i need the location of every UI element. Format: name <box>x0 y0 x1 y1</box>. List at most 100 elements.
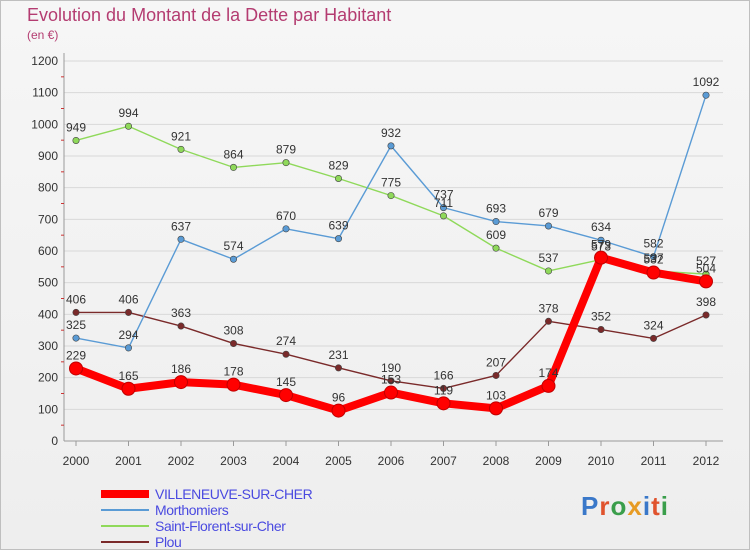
data-label: 378 <box>538 301 558 315</box>
axis-layer: 0 100 200 300 400 500 600 700 800 900 1000 1100 1200… <box>31 53 723 468</box>
x-tick-label: 2003 <box>220 454 247 468</box>
data-point <box>594 250 608 265</box>
data-point <box>597 326 605 334</box>
y-tick-label: 1100 <box>32 86 58 100</box>
data-label: 352 <box>591 310 611 324</box>
data-label: 579 <box>591 238 611 252</box>
data-label: 637 <box>171 219 191 233</box>
legend-label-villeneuve: VILLENEUVE-SUR-CHER <box>155 486 313 502</box>
data-point <box>699 274 713 289</box>
data-point <box>702 91 710 99</box>
series-layer <box>69 91 713 418</box>
data-label: 119 <box>434 383 453 397</box>
data-label: 994 <box>118 106 138 120</box>
data-label: 932 <box>381 126 401 140</box>
chart-title: Evolution du Montant de la Dette par Hab… <box>27 5 392 25</box>
proxiti-logo[interactable]: Proxiti <box>581 491 669 522</box>
data-label: 96 <box>332 391 346 405</box>
legend-swatch-morthomiers <box>101 509 149 511</box>
data-label: 166 <box>433 368 453 382</box>
data-label: 775 <box>381 176 401 190</box>
legend-swatch-plou <box>101 541 149 543</box>
logo-letter: i <box>642 491 652 521</box>
legend-label-saint-florent: Saint-Florent-sur-Cher <box>155 518 286 534</box>
data-point <box>230 163 238 171</box>
data-label: 609 <box>486 228 506 242</box>
data-point <box>387 192 395 200</box>
data-label: 921 <box>171 129 191 143</box>
logo-letter: r <box>599 491 611 521</box>
data-point <box>334 235 342 243</box>
data-point <box>72 334 80 342</box>
data-point <box>279 388 293 403</box>
data-label: 573 <box>591 240 611 254</box>
data-point <box>544 267 552 275</box>
data-point <box>492 371 500 379</box>
data-point <box>492 218 500 226</box>
x-tick-label: 2009 <box>535 454 562 468</box>
data-point <box>489 401 503 416</box>
legend-item-saint-florent[interactable]: Saint-Florent-sur-Cher <box>101 518 312 534</box>
data-label: 582 <box>643 237 663 251</box>
data-point <box>125 308 133 316</box>
x-tick-label: 2006 <box>378 454 405 468</box>
data-label: 178 <box>223 365 243 379</box>
data-point <box>439 212 447 220</box>
legend-item-morthomiers[interactable]: Morthomiers <box>101 502 312 518</box>
data-label: 294 <box>118 328 138 342</box>
data-label: 693 <box>486 202 506 216</box>
x-tick-label: 2001 <box>115 454 142 468</box>
y-tick-label: 800 <box>38 181 58 195</box>
logo-letter: x <box>627 491 643 521</box>
data-point <box>331 403 346 418</box>
data-point <box>387 142 395 150</box>
data-label: 537 <box>643 251 663 265</box>
data-point <box>492 244 500 252</box>
legend-item-plou[interactable]: Plou <box>101 534 312 549</box>
data-label: 949 <box>66 120 86 134</box>
y-tick-label: 300 <box>38 339 58 353</box>
data-label: 103 <box>486 388 506 402</box>
data-point <box>334 174 342 182</box>
data-label: 325 <box>66 318 86 332</box>
data-point <box>387 377 395 385</box>
data-point <box>72 308 80 316</box>
data-point <box>282 159 290 167</box>
data-point <box>436 396 451 411</box>
data-point <box>177 235 185 243</box>
data-label: 165 <box>118 369 138 383</box>
data-label: 174 <box>538 366 558 380</box>
chart-subtitle: (en €) <box>27 28 59 42</box>
data-point <box>334 364 342 372</box>
data-point <box>230 339 238 347</box>
data-point <box>384 385 398 400</box>
x-tick-label: 2005 <box>325 454 352 468</box>
data-point <box>174 375 188 390</box>
data-point <box>125 344 133 352</box>
x-tick-label: 2010 <box>588 454 615 468</box>
y-tick-label: 0 <box>51 434 58 448</box>
legend-item-villeneuve[interactable]: VILLENEUVE-SUR-CHER <box>101 486 313 502</box>
data-point <box>69 361 83 376</box>
data-label: 186 <box>171 362 191 376</box>
y-tick-label: 200 <box>38 371 58 385</box>
data-label: 363 <box>171 306 191 320</box>
data-point <box>544 222 552 230</box>
data-label: 1092 <box>693 75 720 89</box>
data-point <box>72 136 80 144</box>
y-tick-label: 900 <box>38 149 58 163</box>
x-tick-label: 2011 <box>641 454 667 468</box>
data-point <box>541 378 556 393</box>
data-label: 679 <box>538 206 558 220</box>
data-point <box>439 384 447 392</box>
data-label: 406 <box>118 292 138 306</box>
data-point <box>646 265 661 280</box>
x-tick-label: 2008 <box>483 454 510 468</box>
data-point <box>177 145 185 153</box>
data-label: 324 <box>643 318 663 332</box>
data-label: 879 <box>276 143 296 157</box>
data-label: 737 <box>433 188 453 202</box>
data-label: 574 <box>223 239 243 253</box>
legend: VILLENEUVE-SUR-CHER Morthomiers Saint-Fl… <box>101 486 313 549</box>
